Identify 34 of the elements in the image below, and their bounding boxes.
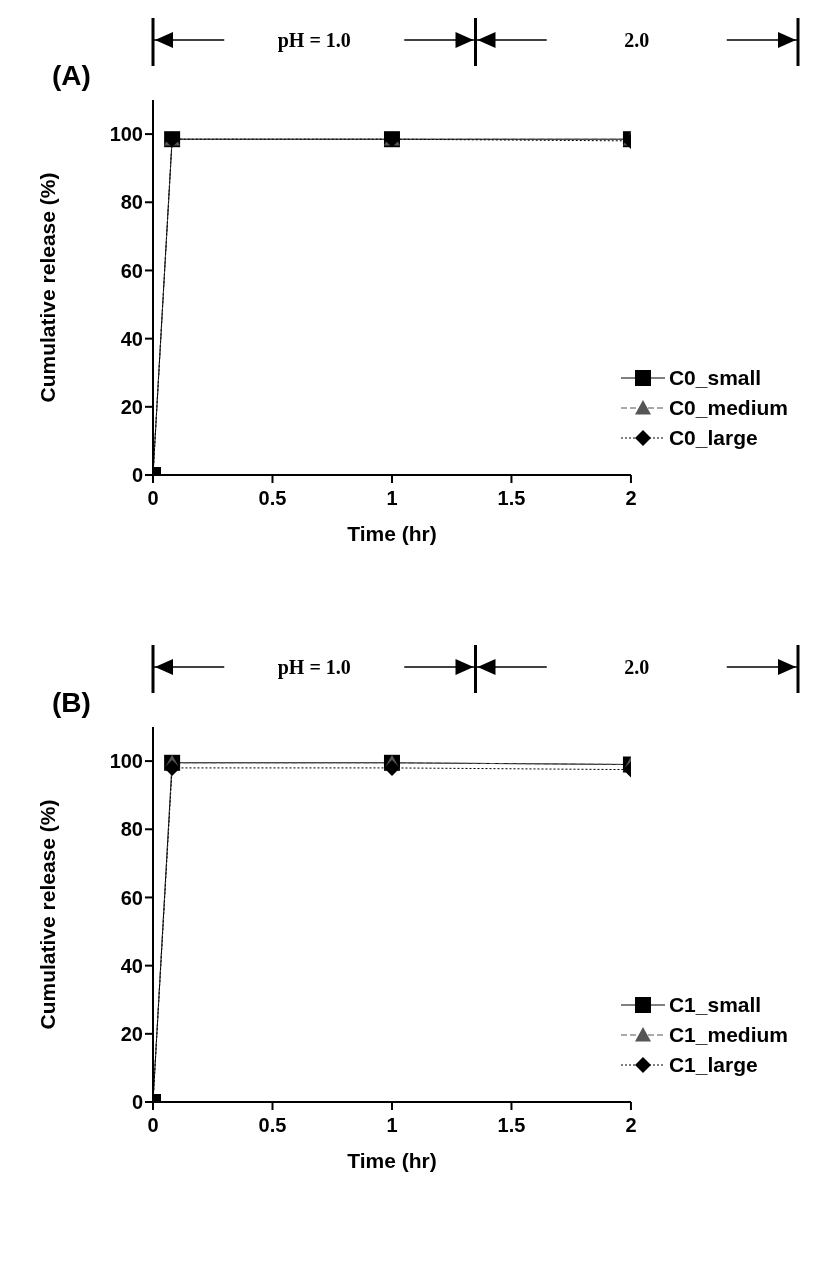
y-tick-label: 100: [109, 123, 143, 146]
y-tick-label: 60: [120, 259, 143, 282]
y-tick-label: 20: [120, 1022, 143, 1045]
x-tick-label: 1: [386, 1114, 398, 1137]
x-tick-label: 1: [386, 487, 398, 510]
y-axis-title: Cumulative release (%): [36, 799, 60, 1030]
x-tick-label: 2: [625, 1114, 637, 1137]
legend-label: C0_small: [668, 366, 762, 390]
legend-label: C1_medium: [668, 1023, 788, 1047]
y-tick-label: 80: [120, 818, 143, 841]
legend-label: C1_small: [668, 993, 762, 1017]
x-axis-title: Time (hr): [347, 522, 437, 545]
x-tick-label: 0.5: [258, 487, 287, 510]
x-tick-label: 0.5: [258, 1114, 287, 1137]
y-tick-label: 40: [120, 327, 143, 350]
x-tick-label: 1.5: [497, 487, 526, 510]
x-tick-label: 0: [147, 487, 159, 510]
legend-label: C0_large: [668, 426, 758, 450]
y-tick-label: 0: [131, 1091, 143, 1114]
chart-title: (A): [52, 60, 91, 92]
y-tick-label: 0: [131, 464, 143, 487]
x-tick-label: 2: [625, 487, 637, 510]
legend-label: C0_medium: [668, 396, 788, 420]
x-tick-label: 0: [147, 1114, 159, 1137]
chart-title: (B): [52, 687, 91, 719]
legend-label: C1_large: [668, 1053, 758, 1077]
y-tick-label: 60: [120, 886, 143, 909]
y-axis-title: Cumulative release (%): [36, 172, 60, 403]
y-tick-label: 100: [109, 750, 143, 773]
y-tick-label: 80: [120, 191, 143, 214]
x-axis-title: Time (hr): [347, 1149, 437, 1172]
y-tick-label: 40: [120, 954, 143, 977]
x-tick-label: 1.5: [497, 1114, 526, 1137]
y-tick-label: 20: [120, 395, 143, 418]
